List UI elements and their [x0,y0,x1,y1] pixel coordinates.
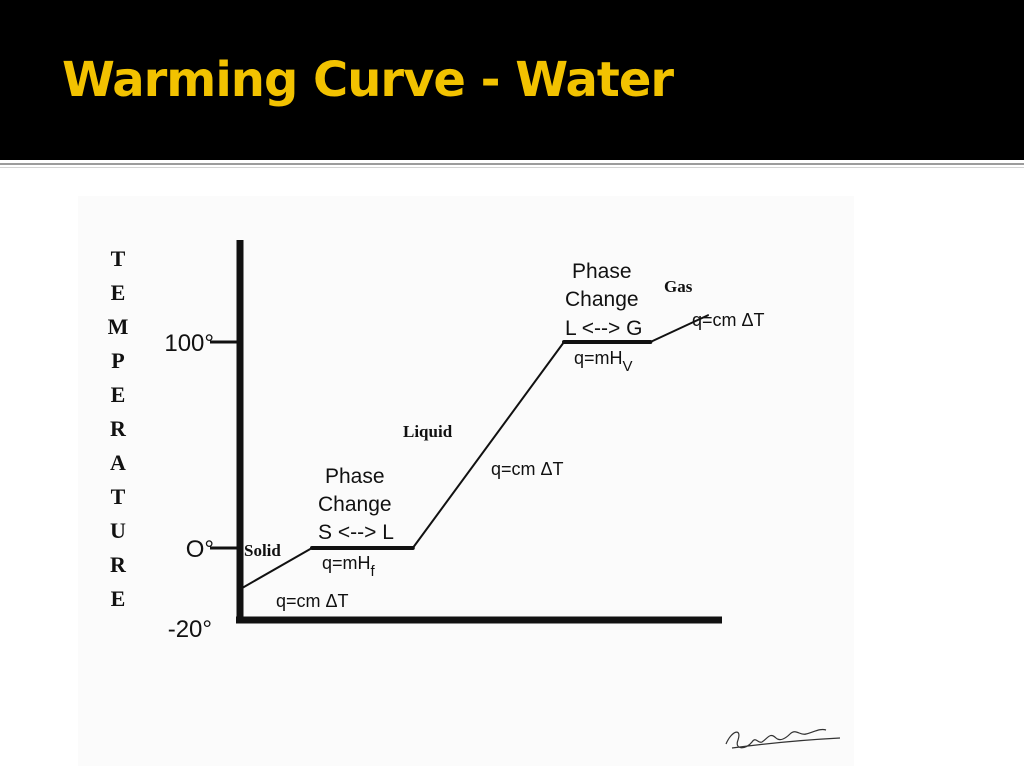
heating-segment [411,341,565,549]
series-line-group [239,314,709,591]
gas-heat-equation: q=cm ΔT [692,310,765,330]
y-axis-label-letter: P [111,348,124,373]
vaporization-label-line2: Change [565,288,639,311]
vaporization-heat-equation: q=mHV [574,348,633,375]
y-axis-label-letter: E [111,280,126,305]
heating-segment [649,314,709,343]
y-axis-label-letter: R [110,416,127,441]
fusion-eq-subscript: f [371,563,376,580]
fusion-label-line2: Change [318,493,392,516]
y-axis-label-letter: T [111,484,126,509]
fusion-heat-equation: q=mHf [322,553,376,580]
title-divider [0,163,1024,165]
signature [725,728,841,749]
solid-heat-equation: q=cm ΔT [276,591,349,611]
label-liquid: Liquid [403,422,453,441]
annotations: Solid q=cm ΔT Phase Change S <--> L q=mH… [244,260,765,611]
y-tick-label: -20° [168,616,212,643]
title-bar: Warming Curve - Water [0,0,1024,160]
liquid-heat-equation: q=cm ΔT [491,459,564,479]
y-tick-label: 100° [164,330,214,357]
fusion-label-line1: Phase [325,465,385,488]
y-axis-label-letter: A [110,450,126,475]
signature-scribble [725,728,841,749]
y-axis-label-letter: M [108,314,129,339]
fusion-eq-main: q=mH [322,553,371,573]
axes [236,240,722,624]
y-axis-label-letter: R [110,552,127,577]
title-divider-shadow [0,167,1024,168]
vap-eq-main: q=mH [574,348,623,368]
y-axis-label-letter: E [111,586,126,611]
y-tick-label: O° [186,536,214,563]
y-axis-label-letter: U [110,518,126,543]
vaporization-label-line1: Phase [572,260,632,283]
y-axis-label-letter: E [111,382,126,407]
label-gas: Gas [664,277,693,296]
slide-title: Warming Curve - Water [62,52,674,108]
heating-segment [239,547,313,591]
fusion-label-line3: S <--> L [318,521,394,544]
label-solid: Solid [244,541,281,560]
vap-eq-subscript: V [623,358,633,375]
y-axis-label-letter: T [111,246,126,271]
y-ticks: 100° O° -20° [164,330,240,643]
vaporization-label-line3: L <--> G [565,317,642,340]
